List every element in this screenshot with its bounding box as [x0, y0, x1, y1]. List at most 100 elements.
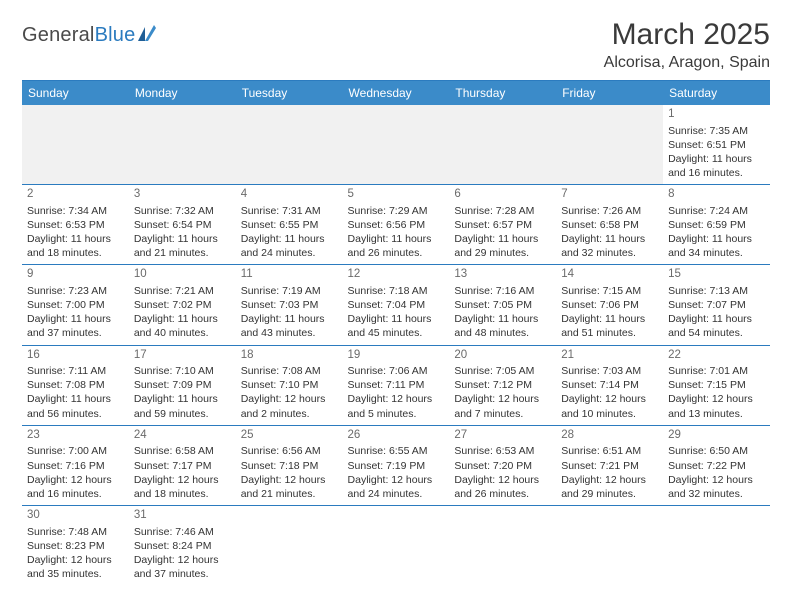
sunset-line: Sunset: 6:57 PM	[454, 218, 551, 232]
calendar-cell: 9Sunrise: 7:23 AMSunset: 7:00 PMDaylight…	[22, 265, 129, 345]
daylight-line: Daylight: 11 hours and 40 minutes.	[134, 312, 231, 340]
sunrise-line: Sunrise: 7:29 AM	[348, 204, 445, 218]
weekday-header-row: Sunday Monday Tuesday Wednesday Thursday…	[22, 81, 770, 106]
day-number: 12	[348, 267, 445, 283]
sunset-line: Sunset: 6:56 PM	[348, 218, 445, 232]
calendar-cell	[556, 506, 663, 586]
sunset-line: Sunset: 7:08 PM	[27, 378, 124, 392]
sunrise-line: Sunrise: 6:56 AM	[241, 444, 338, 458]
day-number: 1	[668, 107, 765, 123]
day-number: 17	[134, 348, 231, 364]
sunset-line: Sunset: 8:23 PM	[27, 539, 124, 553]
calendar-cell: 22Sunrise: 7:01 AMSunset: 7:15 PMDayligh…	[663, 345, 770, 425]
sunset-line: Sunset: 6:54 PM	[134, 218, 231, 232]
sunrise-line: Sunrise: 7:32 AM	[134, 204, 231, 218]
weekday-header: Monday	[129, 81, 236, 106]
calendar-cell	[449, 506, 556, 586]
calendar-cell: 29Sunrise: 6:50 AMSunset: 7:22 PMDayligh…	[663, 425, 770, 505]
calendar-cell: 15Sunrise: 7:13 AMSunset: 7:07 PMDayligh…	[663, 265, 770, 345]
calendar-cell: 1Sunrise: 7:35 AMSunset: 6:51 PMDaylight…	[663, 105, 770, 185]
sunset-line: Sunset: 7:18 PM	[241, 459, 338, 473]
logo-text: GeneralBlue	[22, 24, 135, 47]
daylight-line: Daylight: 11 hours and 54 minutes.	[668, 312, 765, 340]
calendar-cell: 19Sunrise: 7:06 AMSunset: 7:11 PMDayligh…	[343, 345, 450, 425]
day-number: 13	[454, 267, 551, 283]
day-number: 25	[241, 428, 338, 444]
daylight-line: Daylight: 12 hours and 24 minutes.	[348, 473, 445, 501]
calendar-row: 30Sunrise: 7:48 AMSunset: 8:23 PM Dayligh…	[22, 506, 770, 586]
daylight-line: Daylight: 11 hours and 43 minutes.	[241, 312, 338, 340]
sunrise-line: Sunrise: 7:35 AM	[668, 124, 765, 138]
calendar-cell: 7Sunrise: 7:26 AMSunset: 6:58 PMDaylight…	[556, 185, 663, 265]
calendar-cell: 17Sunrise: 7:10 AMSunset: 7:09 PMDayligh…	[129, 345, 236, 425]
day-number: 24	[134, 428, 231, 444]
calendar-cell	[343, 506, 450, 586]
day-number: 28	[561, 428, 658, 444]
day-number: 30	[27, 508, 124, 524]
day-number: 6	[454, 187, 551, 203]
calendar-cell: 8Sunrise: 7:24 AMSunset: 6:59 PMDaylight…	[663, 185, 770, 265]
sunset-line: Sunset: 7:00 PM	[27, 298, 124, 312]
sunset-line: Sunset: 6:53 PM	[27, 218, 124, 232]
day-number: 27	[454, 428, 551, 444]
sunset-line: Sunset: 7:21 PM	[561, 459, 658, 473]
sunset-line: Sunset: 7:12 PM	[454, 378, 551, 392]
calendar-cell: 14Sunrise: 7:15 AMSunset: 7:06 PMDayligh…	[556, 265, 663, 345]
sunrise-line: Sunrise: 7:01 AM	[668, 364, 765, 378]
calendar-cell: 21Sunrise: 7:03 AMSunset: 7:14 PMDayligh…	[556, 345, 663, 425]
calendar-cell: 5Sunrise: 7:29 AMSunset: 6:56 PMDaylight…	[343, 185, 450, 265]
daylight-line: Daylight: 12 hours and 5 minutes.	[348, 392, 445, 420]
calendar-cell: 16Sunrise: 7:11 AMSunset: 7:08 PMDayligh…	[22, 345, 129, 425]
calendar-cell: 23Sunrise: 7:00 AMSunset: 7:16 PMDayligh…	[22, 425, 129, 505]
daylight-line: Daylight: 12 hours and 37 minutes.	[134, 553, 231, 581]
calendar-cell: 12Sunrise: 7:18 AMSunset: 7:04 PMDayligh…	[343, 265, 450, 345]
day-number: 11	[241, 267, 338, 283]
day-number: 23	[27, 428, 124, 444]
calendar-row: 2Sunrise: 7:34 AMSunset: 6:53 PMDaylight…	[22, 185, 770, 265]
sunrise-line: Sunrise: 7:03 AM	[561, 364, 658, 378]
sunrise-line: Sunrise: 7:05 AM	[454, 364, 551, 378]
sunrise-line: Sunrise: 7:06 AM	[348, 364, 445, 378]
calendar-cell	[129, 105, 236, 185]
daylight-line: Daylight: 11 hours and 45 minutes.	[348, 312, 445, 340]
sunrise-line: Sunrise: 6:53 AM	[454, 444, 551, 458]
calendar-grid: Sunday Monday Tuesday Wednesday Thursday…	[22, 80, 770, 585]
day-number: 9	[27, 267, 124, 283]
weekday-header: Friday	[556, 81, 663, 106]
calendar-row: 16Sunrise: 7:11 AMSunset: 7:08 PMDayligh…	[22, 345, 770, 425]
daylight-line: Daylight: 11 hours and 59 minutes.	[134, 392, 231, 420]
day-number: 20	[454, 348, 551, 364]
sunset-line: Sunset: 6:51 PM	[668, 138, 765, 152]
day-number: 31	[134, 508, 231, 524]
calendar-cell: 13Sunrise: 7:16 AMSunset: 7:05 PMDayligh…	[449, 265, 556, 345]
sunset-line: Sunset: 7:03 PM	[241, 298, 338, 312]
sunrise-line: Sunrise: 7:24 AM	[668, 204, 765, 218]
daylight-line: Daylight: 11 hours and 26 minutes.	[348, 232, 445, 260]
sunset-line: Sunset: 7:17 PM	[134, 459, 231, 473]
sunset-line: Sunset: 7:10 PM	[241, 378, 338, 392]
daylight-line: Daylight: 12 hours and 16 minutes.	[27, 473, 124, 501]
daylight-line: Daylight: 11 hours and 21 minutes.	[134, 232, 231, 260]
sunrise-line: Sunrise: 7:10 AM	[134, 364, 231, 378]
sunrise-line: Sunrise: 6:55 AM	[348, 444, 445, 458]
calendar-cell: 30Sunrise: 7:48 AMSunset: 8:23 PMDayligh…	[22, 506, 129, 586]
day-number: 22	[668, 348, 765, 364]
sunset-line: Sunset: 7:02 PM	[134, 298, 231, 312]
calendar-cell: 3Sunrise: 7:32 AMSunset: 6:54 PMDaylight…	[129, 185, 236, 265]
weekday-header: Tuesday	[236, 81, 343, 106]
sunset-line: Sunset: 7:16 PM	[27, 459, 124, 473]
calendar-cell: 10Sunrise: 7:21 AMSunset: 7:02 PMDayligh…	[129, 265, 236, 345]
sunrise-line: Sunrise: 7:48 AM	[27, 525, 124, 539]
day-number: 4	[241, 187, 338, 203]
sunrise-line: Sunrise: 7:31 AM	[241, 204, 338, 218]
sunrise-line: Sunrise: 7:19 AM	[241, 284, 338, 298]
title-block: March 2025 Alcorisa, Aragon, Spain	[604, 18, 770, 72]
month-title: March 2025	[604, 18, 770, 52]
daylight-line: Daylight: 12 hours and 21 minutes.	[241, 473, 338, 501]
day-number: 3	[134, 187, 231, 203]
sunrise-line: Sunrise: 7:11 AM	[27, 364, 124, 378]
calendar-cell: 24Sunrise: 6:58 AMSunset: 7:17 PMDayligh…	[129, 425, 236, 505]
calendar-row: 1Sunrise: 7:35 AMSunset: 6:51 PMDaylight…	[22, 105, 770, 185]
sunrise-line: Sunrise: 7:26 AM	[561, 204, 658, 218]
daylight-line: Daylight: 11 hours and 24 minutes.	[241, 232, 338, 260]
